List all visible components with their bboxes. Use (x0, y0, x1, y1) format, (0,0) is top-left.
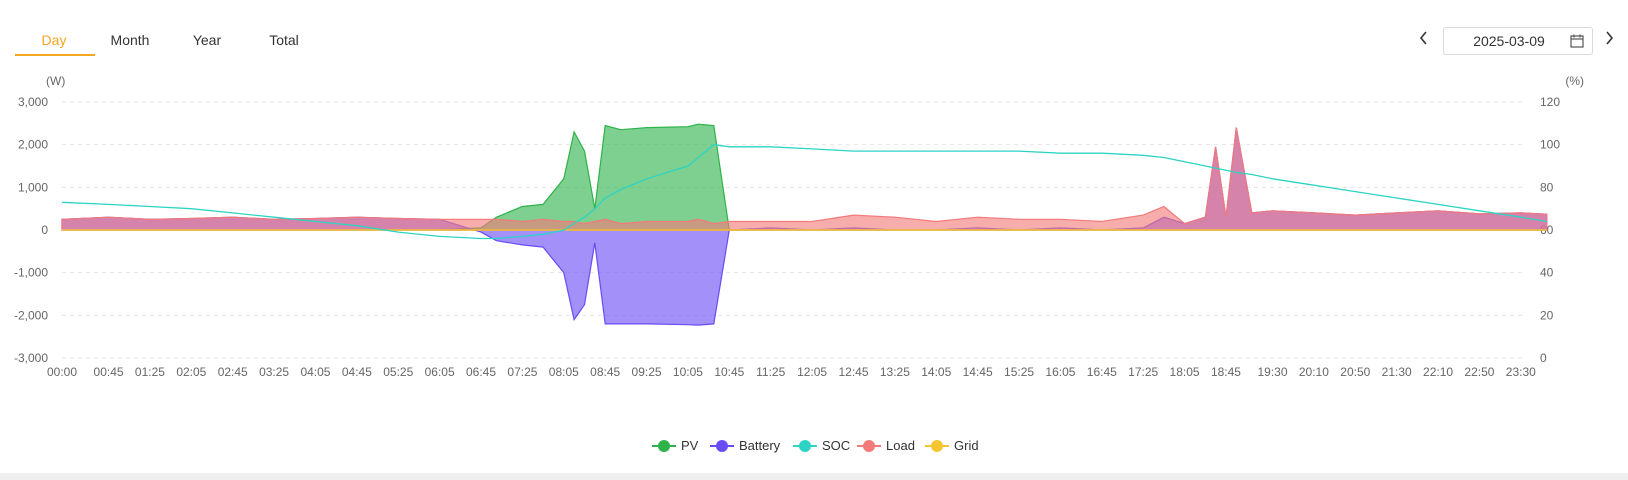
y-tick-label: 2,000 (18, 138, 48, 152)
date-picker[interactable]: 2025-03-09 (1443, 27, 1593, 55)
y2-tick-label: 20 (1540, 308, 1554, 322)
x-tick-label: 05:25 (383, 365, 413, 379)
x-tick-label: 02:05 (176, 365, 206, 379)
y2-tick-label: 120 (1540, 95, 1560, 109)
x-tick-label: 14:05 (921, 365, 951, 379)
x-tick-label: 11:25 (756, 365, 785, 379)
chart-legend: PV Battery SOC Load Grid (0, 436, 1628, 456)
y2-tick-label: 80 (1540, 180, 1554, 194)
y2-tick-label: 0 (1540, 351, 1547, 365)
y-axis-label: (W) (46, 74, 65, 88)
tab-year[interactable]: Year (192, 32, 222, 48)
series-soc-line (61, 144, 1547, 240)
x-tick-label: 20:50 (1340, 365, 1370, 379)
tab-total[interactable]: Total (269, 32, 299, 48)
x-tick-label: 18:45 (1211, 365, 1241, 379)
legend-dot (658, 440, 670, 452)
y-tick-label: 0 (41, 223, 48, 237)
series-load-area (61, 127, 1548, 231)
x-tick-label: 03:25 (259, 365, 289, 379)
x-tick-label: 09:25 (632, 365, 662, 379)
x-tick-label: 04:45 (342, 365, 372, 379)
legend-label: PV (681, 438, 699, 453)
x-tick-label: 07:25 (507, 365, 537, 379)
legend-dot (716, 440, 728, 452)
legend-dot (799, 440, 811, 452)
tab-day[interactable]: Day (41, 32, 67, 48)
energy-chart: 3,000 2,000 1,000 0 -1,000 -2,000 -3,000 120 100… (14, 74, 1584, 379)
x-tick-label: 04:05 (300, 365, 330, 379)
x-tick-label: 17:25 (1128, 365, 1158, 379)
x-tick-label: 06:45 (466, 365, 496, 379)
legend-label: Load (886, 438, 915, 453)
calendar-icon (1570, 34, 1584, 48)
chevron-right-icon (1606, 31, 1614, 45)
next-date-button[interactable] (1598, 26, 1620, 52)
prev-date-button[interactable] (1413, 26, 1435, 52)
legend-label: Battery (739, 438, 781, 453)
legend-label: Grid (954, 438, 979, 453)
y-tick-label: -2,000 (14, 308, 48, 322)
y2-tick-label: 40 (1540, 266, 1554, 280)
x-tick-label: 08:45 (590, 365, 620, 379)
date-value: 2025-03-09 (1473, 33, 1545, 49)
x-tick-label: 06:05 (425, 365, 455, 379)
y2-tick-label: 100 (1540, 138, 1560, 152)
legend-dot (931, 440, 943, 452)
x-tick-label: 14:45 (963, 365, 993, 379)
x-tick-label: 21:30 (1382, 365, 1412, 379)
tab-month[interactable]: Month (110, 32, 150, 48)
x-tick-label: 16:05 (1045, 365, 1075, 379)
chevron-left-icon (1419, 31, 1427, 45)
x-tick-label: 22:10 (1423, 365, 1453, 379)
x-tick-label: 18:05 (1170, 365, 1200, 379)
footer-bar (0, 473, 1628, 480)
x-tick-label: 16:45 (1087, 365, 1117, 379)
y-tick-label: 3,000 (18, 95, 48, 109)
x-tick-label: 01:25 (135, 365, 165, 379)
x-tick-label: 23:30 (1506, 365, 1536, 379)
x-tick-label: 20:10 (1299, 365, 1329, 379)
x-tick-label: 15:25 (1004, 365, 1034, 379)
x-tick-label: 02:45 (218, 365, 248, 379)
x-tick-label: 12:05 (797, 365, 827, 379)
legend-dot (863, 440, 875, 452)
x-tick-label: 13:25 (880, 365, 910, 379)
x-tick-label: 19:30 (1258, 365, 1288, 379)
y-tick-label: -3,000 (14, 351, 48, 365)
x-tick-label: 12:45 (838, 365, 868, 379)
active-tab-indicator (15, 54, 95, 56)
y-tick-label: -1,000 (14, 266, 48, 280)
x-tick-label: 10:05 (673, 365, 703, 379)
legend-label: SOC (822, 438, 851, 453)
x-tick-label: 08:05 (549, 365, 579, 379)
y-tick-label: 1,000 (18, 180, 48, 194)
y2-axis-label: (%) (1565, 74, 1584, 88)
x-tick-label: 00:45 (94, 365, 124, 379)
x-tick-label: 22:50 (1464, 365, 1494, 379)
x-tick-label: 10:45 (714, 365, 744, 379)
x-tick-label: 00:00 (47, 365, 77, 379)
